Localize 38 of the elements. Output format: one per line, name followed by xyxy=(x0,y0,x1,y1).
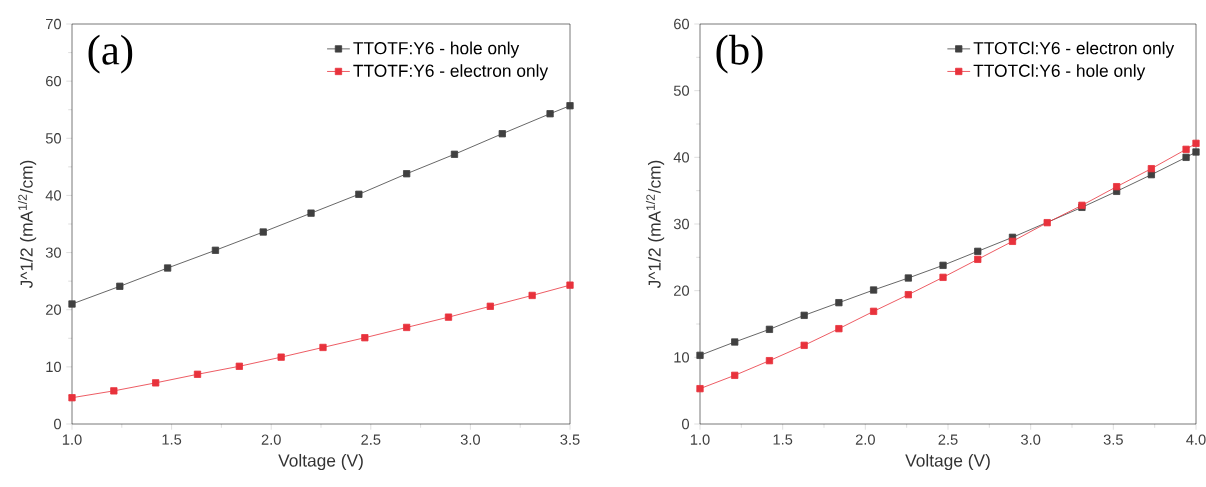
y-tick-label: 0 xyxy=(54,418,62,430)
x-tick-label: 2.5 xyxy=(361,434,381,445)
x-tick-label: 4.0 xyxy=(1186,434,1206,445)
y-axis-title: J^1/2 (mA$^{1/2}$/cm) xyxy=(17,160,37,289)
y-tick-label: 20 xyxy=(46,304,62,315)
x-tick-label: 3.0 xyxy=(1021,434,1041,445)
x-tick-label: 1.5 xyxy=(773,434,793,445)
annotation: (b) xyxy=(716,34,763,74)
y-tick-label: 60 xyxy=(674,18,690,30)
legend-label: TTOTF:Y6 - electron only xyxy=(353,64,549,81)
x-tick-label: 1.0 xyxy=(62,434,82,445)
y-tick-label: 0 xyxy=(682,418,690,430)
y-tick-label: 30 xyxy=(673,218,690,230)
y-tick-label: 60 xyxy=(46,75,62,87)
x-tick-label: 1.5 xyxy=(162,434,182,445)
x-tick-label: 3.5 xyxy=(560,434,580,445)
y-tick-label: 20 xyxy=(674,285,690,296)
y-tick-label: 10 xyxy=(674,352,690,363)
legend-label: TTOTF:Y6 - hole only xyxy=(353,41,520,58)
x-tick-label: 3.5 xyxy=(1103,434,1123,445)
legend-label: TTOTCl:Y6 - hole only xyxy=(973,64,1146,81)
x-axis-title: Voltage (V) xyxy=(905,453,990,471)
y-tick-label: 50 xyxy=(673,85,690,96)
x-tick-label: 1.0 xyxy=(690,434,710,445)
x-tick-label: 3.0 xyxy=(460,434,481,445)
y-tick-label: 10 xyxy=(46,361,62,373)
y-axis-title: J^1/2 (mA$^{1/2}$/cm) xyxy=(645,160,665,289)
x-axis-title: Voltage (V) xyxy=(278,453,363,471)
x-tick-label: 2.5 xyxy=(938,434,958,445)
y-tick-label: 30 xyxy=(45,247,62,258)
y-tick-label: 50 xyxy=(45,133,62,144)
legend-label: TTOTCl:Y6 - electron only xyxy=(973,41,1175,58)
x-tick-label: 2.0 xyxy=(855,434,875,445)
y-tick-label: 40 xyxy=(673,152,690,163)
x-tick-label: 2.0 xyxy=(261,434,281,445)
y-tick-label: 70 xyxy=(46,18,62,30)
y-tick-label: 40 xyxy=(45,190,62,201)
annotation: (a) xyxy=(88,34,133,74)
